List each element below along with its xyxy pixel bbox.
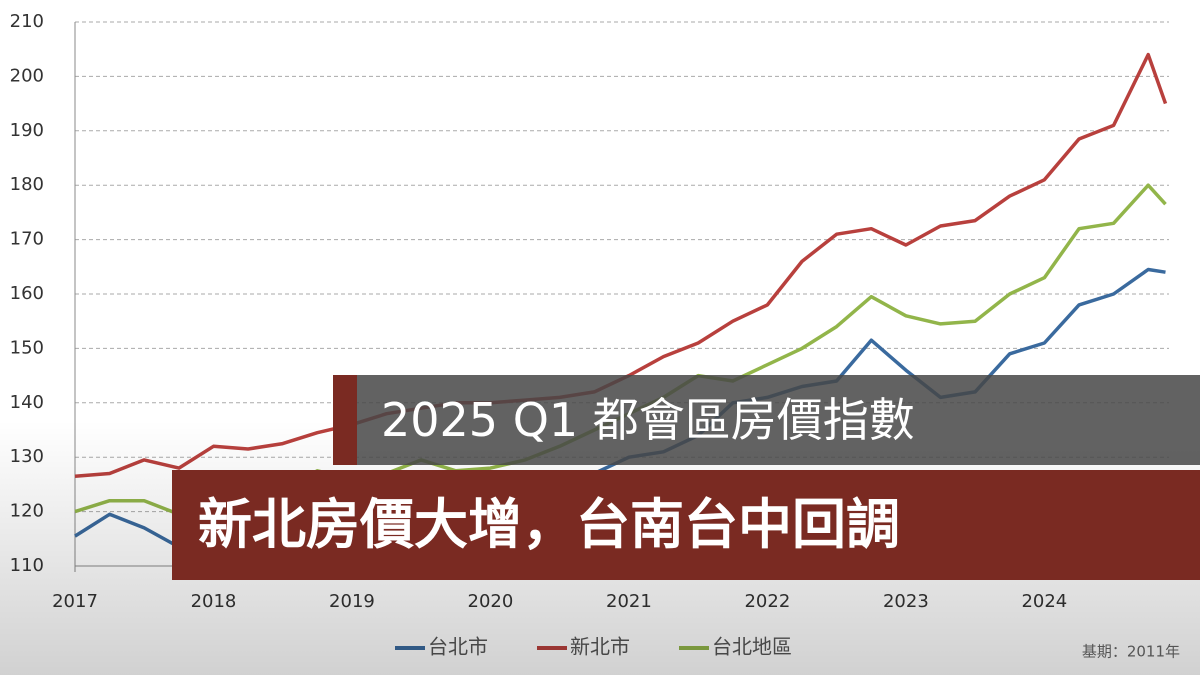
y-tick-label: 160 <box>10 283 44 304</box>
y-tick-label: 170 <box>10 229 44 250</box>
headline-banner: 新北房價大增，台南台中回調 <box>172 470 1200 580</box>
subtitle: 2025 Q1 都會區房價指數 <box>381 393 915 447</box>
headline: 新北房價大增，台南台中回調 <box>198 493 900 556</box>
y-tick-label: 140 <box>10 392 44 413</box>
y-tick-label: 180 <box>10 174 44 195</box>
y-tick-label: 210 <box>10 11 44 32</box>
banner-accent <box>333 375 357 465</box>
y-tick-label: 200 <box>10 65 44 86</box>
base-note: 基期：2011年 <box>1082 643 1180 661</box>
y-tick-label: 190 <box>10 120 44 141</box>
subtitle-banner: 2025 Q1 都會區房價指數 <box>333 375 1200 465</box>
y-tick-label: 150 <box>10 337 44 358</box>
